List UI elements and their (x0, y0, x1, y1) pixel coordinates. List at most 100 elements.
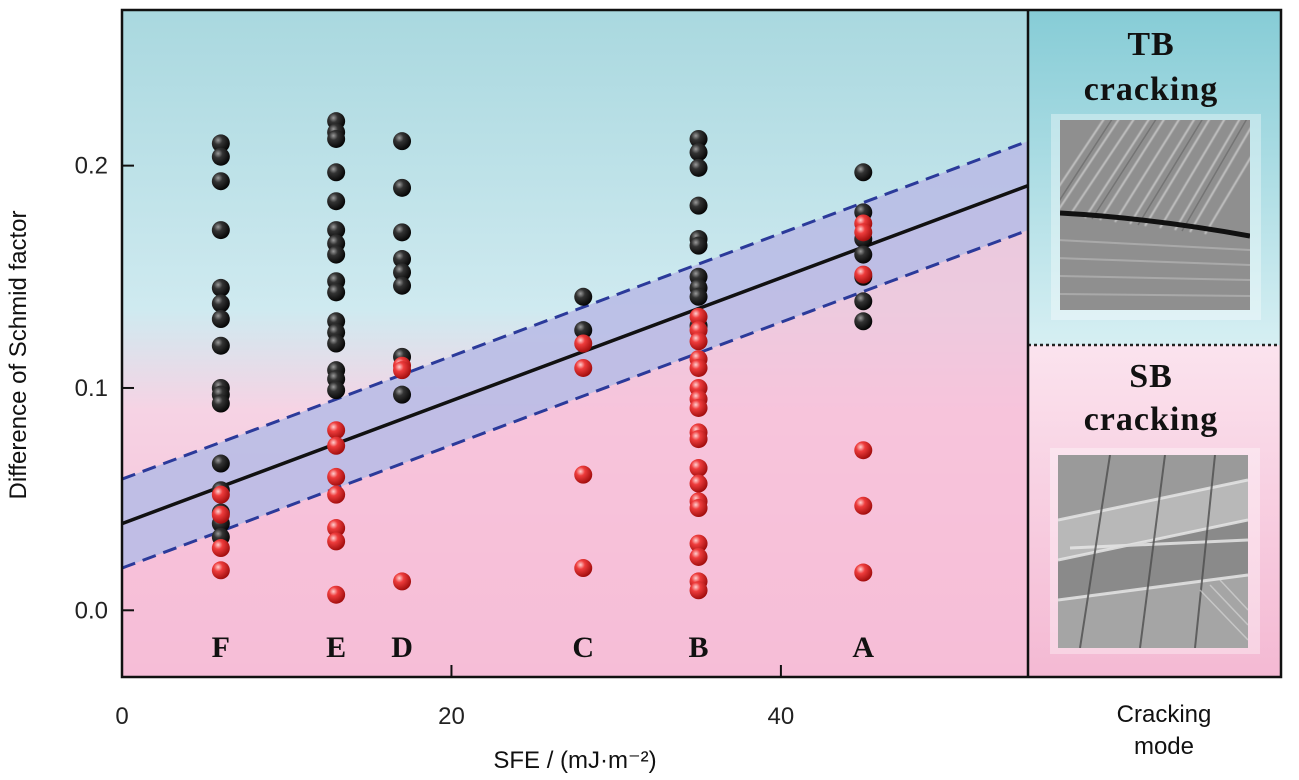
tb-point (689, 158, 708, 177)
sb-point (574, 465, 593, 484)
tb-point (327, 221, 346, 240)
tb-point (689, 196, 708, 215)
sb-point (327, 467, 346, 486)
sb-point (689, 534, 708, 553)
tb-point (393, 263, 412, 282)
cracking-mode-panel: TB cracking (1028, 10, 1281, 677)
sb-point (327, 436, 346, 455)
tb-point (854, 163, 873, 182)
sb-point (854, 223, 873, 242)
sb-point (689, 581, 708, 600)
sb-point (689, 547, 708, 566)
tb-micrograph-image (1051, 114, 1261, 320)
tb-point (393, 250, 412, 269)
category-label-f: F (212, 631, 230, 664)
tb-point (211, 147, 230, 166)
tb-point (689, 143, 708, 162)
x-axis-title: SFE / (mJ·m⁻²) (493, 747, 656, 774)
sb-point (327, 519, 346, 538)
tb-point (211, 310, 230, 329)
y-tick-label: 0.1 (75, 375, 108, 402)
sb-point (393, 572, 412, 591)
tb-point (854, 292, 873, 311)
tb-point (327, 381, 346, 400)
sb-point (574, 559, 593, 578)
tb-point (211, 278, 230, 297)
cracking-mode-label-line2: mode (1134, 733, 1194, 760)
tb-point (574, 321, 593, 340)
category-label-a: A (852, 631, 874, 664)
tb-title-line2: cracking (1084, 71, 1219, 108)
sb-point (689, 499, 708, 518)
tb-point (327, 192, 346, 211)
tb-point (211, 172, 230, 191)
tb-point (327, 283, 346, 302)
tb-point (211, 336, 230, 355)
sb-point (689, 430, 708, 449)
x-tick-label: 20 (438, 703, 465, 730)
scatter-points (211, 112, 873, 604)
sb-micrograph-image (1050, 448, 1260, 654)
sb-point (689, 398, 708, 417)
y-axis-title: Difference of Schmid factor (5, 210, 32, 499)
tb-point (327, 129, 346, 148)
tb-point (689, 236, 708, 255)
tb-title-line1: TB (1127, 26, 1174, 63)
sb-point (211, 485, 230, 504)
sb-point (689, 307, 708, 326)
tb-point (327, 334, 346, 353)
sb-point (327, 485, 346, 504)
tb-point (327, 163, 346, 182)
plot-background (122, 10, 1028, 677)
category-label-b: B (689, 631, 709, 664)
x-tick-label: 0 (115, 703, 128, 730)
band-upper-dashed-line (122, 139, 1028, 481)
sb-point (689, 332, 708, 351)
sb-point (574, 358, 593, 377)
sb-point (211, 561, 230, 580)
tb-point (393, 178, 412, 197)
band-lower-dashed-line (122, 228, 1028, 570)
plot-frame (120, 8, 1283, 679)
sb-point (327, 421, 346, 440)
tb-point (393, 132, 412, 151)
category-label-e: E (326, 631, 346, 664)
sb-point (327, 532, 346, 551)
sb-point (854, 496, 873, 515)
fit-line (122, 184, 1028, 526)
cracking-mode-label-line1: Cracking (1117, 701, 1212, 728)
sb-point (689, 358, 708, 377)
y-tick-label: 0.2 (75, 153, 108, 180)
tb-point (211, 134, 230, 153)
tb-point (393, 223, 412, 242)
tb-point (211, 394, 230, 413)
x-tick-label: 40 (768, 703, 795, 730)
sb-point (689, 474, 708, 493)
tb-point (854, 312, 873, 331)
tb-point (854, 245, 873, 264)
sb-point (393, 361, 412, 380)
tb-point (689, 287, 708, 306)
tb-point (574, 287, 593, 306)
sb-title-line1: SB (1129, 358, 1173, 395)
category-label-d: D (391, 631, 413, 664)
sb-point (689, 459, 708, 478)
axes: 0 20 40 0.0 0.1 0.2 (75, 153, 795, 730)
tb-point (211, 294, 230, 313)
sb-point (211, 505, 230, 524)
category-label-c: C (572, 631, 594, 664)
y-tick-label: 0.0 (75, 597, 108, 624)
tb-point (393, 385, 412, 404)
sb-point (854, 563, 873, 582)
sb-point (211, 539, 230, 558)
tb-point (211, 454, 230, 473)
tb-point (689, 129, 708, 148)
sb-point (854, 441, 873, 460)
sb-point (327, 585, 346, 604)
sb-title-line2: cracking (1084, 401, 1219, 438)
tb-point (393, 276, 412, 295)
sb-point (574, 334, 593, 353)
sb-point (854, 265, 873, 284)
